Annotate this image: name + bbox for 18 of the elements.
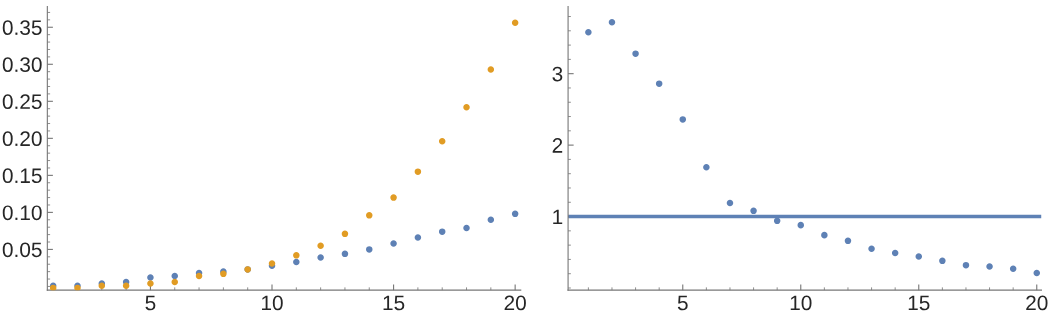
y-tick-label: 2 (552, 138, 563, 153)
y-tick-label: 0.05 (2, 242, 42, 258)
y-tick-label: 0.25 (2, 94, 42, 110)
y-tick-label: 3 (552, 66, 563, 82)
y-tick-label: 0.10 (2, 205, 42, 221)
x-tick-label: 10 (790, 295, 812, 311)
y-tick-label: 0.20 (2, 131, 42, 147)
x-tick-label: 15 (383, 295, 405, 311)
y-tick-label: 0.15 (2, 168, 42, 184)
x-tick-label: 5 (145, 295, 156, 311)
y-tick-label: 0.35 (2, 20, 42, 36)
x-tick-label: 20 (1026, 295, 1048, 311)
x-tick-label: 5 (677, 295, 688, 311)
y-tick-label: 1 (553, 209, 563, 225)
x-tick-label: 10 (262, 295, 283, 311)
y-tick-label: 0.30 (2, 57, 42, 73)
x-tick-label: 20 (504, 295, 526, 311)
x-tick-label: 15 (908, 295, 930, 311)
